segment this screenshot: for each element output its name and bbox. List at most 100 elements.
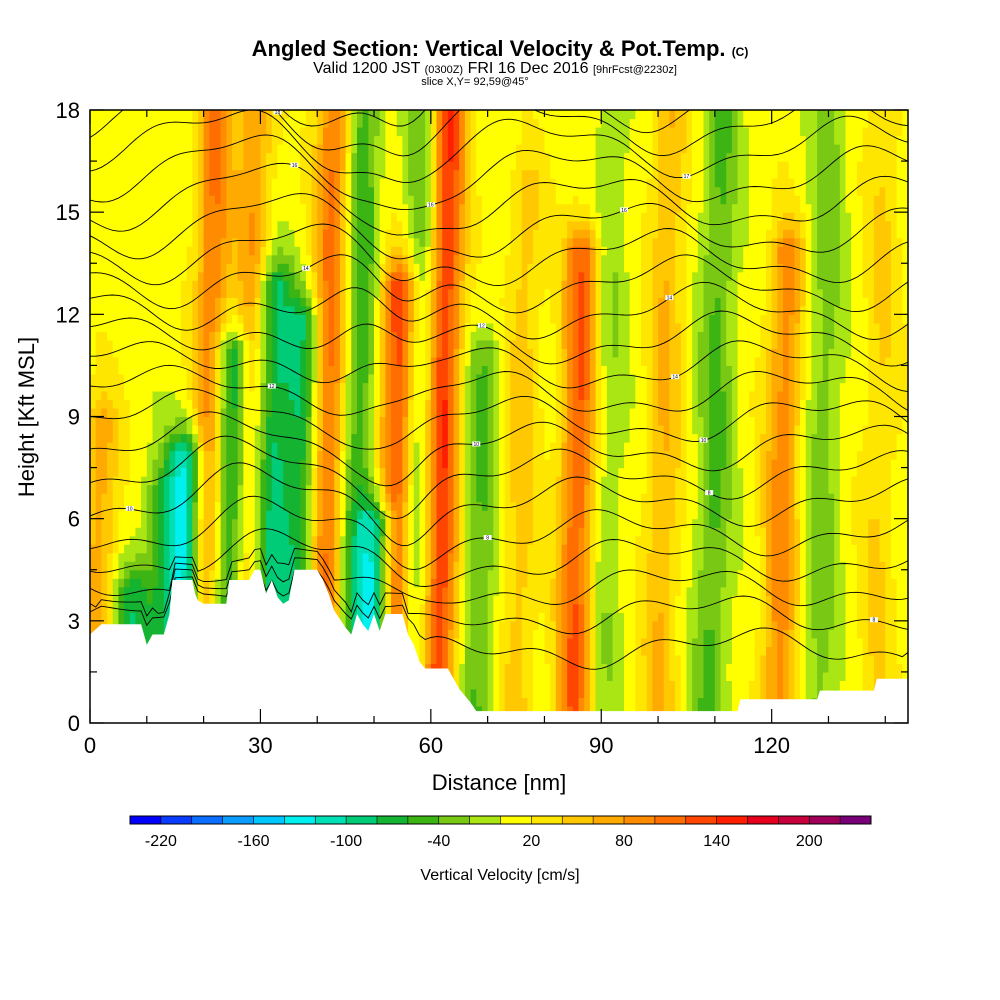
velocity-cell — [95, 110, 102, 120]
velocity-cell — [214, 407, 222, 418]
velocity-cell — [107, 280, 114, 290]
velocity-cell — [237, 263, 244, 273]
velocity-cell — [362, 254, 369, 264]
velocity-cell — [436, 331, 443, 341]
velocity-cell — [430, 263, 438, 273]
velocity-cell — [351, 348, 358, 358]
velocity-cell — [180, 365, 188, 375]
velocity-cell — [413, 527, 421, 537]
velocity-cell — [95, 203, 102, 213]
velocity-cell — [402, 433, 409, 443]
velocity-cell — [107, 152, 114, 162]
velocity-cell — [305, 254, 313, 264]
velocity-cell — [334, 152, 341, 162]
velocity-cell — [141, 254, 148, 264]
velocity-cell — [362, 569, 369, 579]
velocity-cell — [175, 484, 182, 494]
velocity-cell — [476, 127, 483, 137]
velocity-cell — [90, 373, 97, 384]
velocity-cell — [141, 612, 148, 622]
velocity-cell — [197, 544, 205, 554]
velocity-cell — [118, 578, 125, 588]
velocity-cell — [220, 178, 227, 188]
velocity-cell — [158, 229, 165, 239]
velocity-cell — [311, 178, 318, 188]
velocity-cell — [95, 263, 102, 273]
velocity-cell — [413, 229, 421, 239]
velocity-cell — [232, 305, 239, 315]
velocity-cell — [175, 569, 182, 579]
velocity-cell — [436, 629, 443, 639]
velocity-cell — [339, 476, 347, 486]
velocity-cell — [453, 356, 460, 367]
velocity-cell — [283, 416, 290, 426]
velocity-cell — [305, 297, 313, 307]
velocity-cell — [214, 169, 222, 179]
velocity-cell — [436, 169, 443, 179]
velocity-cell — [112, 484, 119, 494]
velocity-cell — [266, 518, 273, 528]
velocity-cell — [419, 518, 426, 528]
velocity-cell — [129, 237, 137, 247]
velocity-cell — [459, 331, 466, 341]
velocity-cell — [339, 271, 347, 281]
velocity-cell — [197, 433, 205, 443]
valid-time: Valid 1200 JST — [313, 60, 421, 77]
velocity-cell — [158, 161, 165, 171]
velocity-cell — [118, 127, 125, 137]
velocity-cell — [453, 237, 460, 247]
velocity-cell — [271, 331, 279, 341]
velocity-cell — [470, 527, 477, 537]
velocity-cell — [379, 348, 386, 358]
velocity-cell — [169, 271, 176, 281]
velocity-cell — [135, 254, 142, 264]
velocity-cell — [118, 459, 125, 469]
velocity-cell — [260, 305, 267, 315]
velocity-cell — [118, 586, 125, 596]
velocity-cell — [237, 544, 244, 554]
velocity-cell — [413, 620, 421, 630]
velocity-cell — [436, 646, 443, 656]
velocity-cell — [317, 535, 324, 545]
velocity-cell — [391, 229, 398, 239]
velocity-cell — [317, 212, 324, 222]
velocity-cell — [129, 195, 137, 205]
velocity-cell — [317, 297, 324, 307]
velocity-cell — [220, 459, 227, 469]
velocity-cell — [158, 135, 165, 145]
velocity-cell — [345, 407, 352, 418]
velocity-cell — [169, 510, 176, 520]
velocity-cell — [447, 220, 455, 230]
velocity-cell — [294, 425, 301, 435]
velocity-cell — [396, 118, 404, 128]
velocity-cell — [481, 569, 489, 579]
velocity-cell — [254, 144, 262, 154]
velocity-cell — [271, 212, 279, 222]
velocity-cell — [345, 186, 352, 196]
velocity-cell — [374, 152, 381, 162]
velocity-cell — [317, 544, 324, 554]
velocity-cell — [118, 246, 125, 256]
velocity-cell — [169, 382, 176, 392]
velocity-cell — [271, 433, 279, 443]
velocity-cell — [243, 382, 250, 392]
velocity-cell — [112, 339, 119, 349]
velocity-cell — [186, 527, 193, 537]
velocity-cell — [209, 322, 216, 332]
velocity-cell — [232, 127, 239, 137]
velocity-cell — [317, 399, 324, 409]
velocity-cell — [129, 518, 137, 528]
velocity-cell — [95, 144, 102, 154]
velocity-cell — [203, 152, 210, 162]
velocity-cell — [249, 407, 256, 418]
velocity-cell — [345, 433, 352, 443]
velocity-cell — [402, 373, 409, 384]
velocity-cell — [459, 365, 466, 375]
velocity-cell — [135, 552, 142, 562]
velocity-cell — [436, 518, 443, 528]
velocity-cell — [277, 348, 284, 358]
velocity-cell — [459, 110, 466, 120]
velocity-cell — [192, 569, 199, 579]
velocity-cell — [368, 433, 375, 443]
velocity-cell — [356, 612, 364, 622]
